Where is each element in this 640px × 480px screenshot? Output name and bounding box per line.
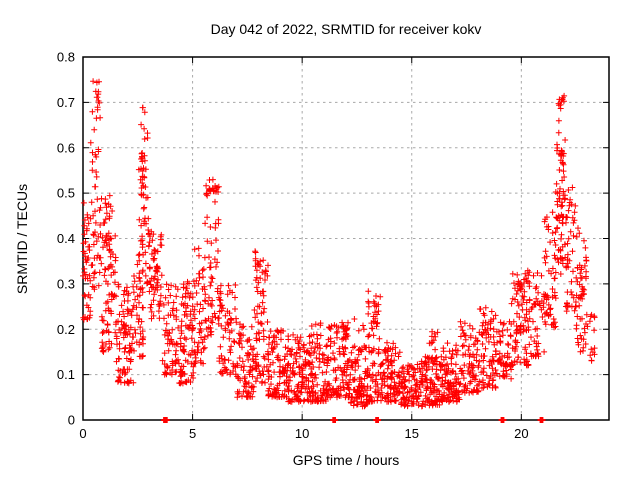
- x-tick-label: 5: [189, 426, 196, 441]
- y-tick-label: 0: [68, 413, 75, 428]
- y-tick-label: 0.3: [57, 276, 75, 291]
- y-tick-label: 0.5: [57, 186, 75, 201]
- chart-title: Day 042 of 2022, SRMTID for receiver kok…: [210, 21, 482, 37]
- y-tick-label: 0.1: [57, 367, 75, 382]
- y-tick-label: 0.7: [57, 95, 75, 110]
- plot-border: [82, 56, 610, 421]
- y-tick-label: 0.8: [57, 50, 75, 65]
- y-tick-label: 0.4: [57, 231, 75, 246]
- x-tick-label: 20: [514, 426, 528, 441]
- x-tick-label: 10: [295, 426, 309, 441]
- data-points: [80, 78, 598, 410]
- y-tick-label: 0.2: [57, 322, 75, 337]
- x-tick-label: 0: [79, 426, 86, 441]
- y-axis-label: SRMTID / TECUs: [14, 183, 30, 295]
- axis-zero-points: [161, 417, 546, 423]
- x-tick-label: 15: [405, 426, 419, 441]
- y-tick-label: 0.6: [57, 140, 75, 155]
- x-axis-label: GPS time / hours: [292, 452, 400, 468]
